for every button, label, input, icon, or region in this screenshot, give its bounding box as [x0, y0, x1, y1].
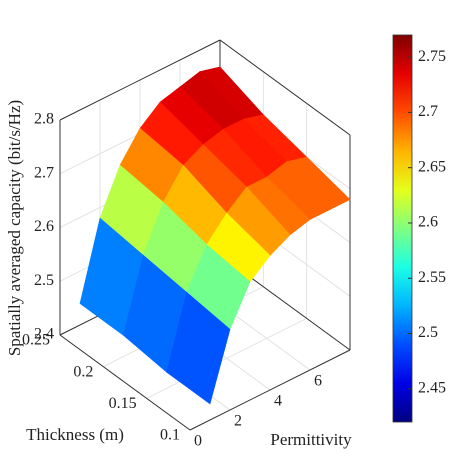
- colorbar-tick-label: 2.65: [418, 158, 446, 175]
- tick-label: 0.25: [22, 332, 50, 349]
- axis-edge: [59, 39, 221, 121]
- axis-edge: [219, 39, 351, 136]
- y-axis-label: Thickness (m): [26, 425, 124, 444]
- tick-label: 6: [314, 373, 322, 390]
- tick-label: 4: [274, 393, 282, 410]
- x-axis-label: Permittivity: [270, 430, 352, 449]
- tick-label: 2.8: [34, 111, 54, 128]
- grid-line: [146, 317, 307, 399]
- tick-label: 0: [194, 433, 202, 450]
- tick-label: 2: [234, 413, 242, 430]
- tick-label: 2.5: [34, 272, 54, 289]
- tick-label: 0.1: [160, 427, 180, 444]
- colorbar-tick-label: 2.45: [418, 380, 446, 397]
- surface-patch: [166, 291, 231, 405]
- surface: [79, 66, 351, 405]
- tick-label: 0.2: [73, 363, 93, 380]
- axis-edge: [189, 349, 351, 431]
- tick-label: 0.15: [109, 395, 137, 412]
- axis-edge: [59, 334, 191, 431]
- tick-labels: 2.4 2.5 2.6 2.7 2.8 0.1 0.15 0.2 0.25 0 2 4 6: [22, 111, 322, 450]
- colorbar-tick-label: 2.7: [418, 103, 438, 120]
- colorbar-tick-label: 2.55: [418, 269, 446, 286]
- z-axis-label: Spatially averaged capacity (bit/s/Hz): [5, 100, 24, 356]
- tick-label: 2.6: [34, 218, 54, 235]
- colorbar-tick-label: 2.75: [418, 48, 446, 65]
- colorbar-tick-label: 2.5: [418, 324, 438, 341]
- tick-label: 2.7: [34, 164, 54, 181]
- tick-label: 2.4: [34, 326, 54, 343]
- colorbar-tick-label: 2.6: [418, 214, 438, 231]
- colorbar: [392, 34, 413, 423]
